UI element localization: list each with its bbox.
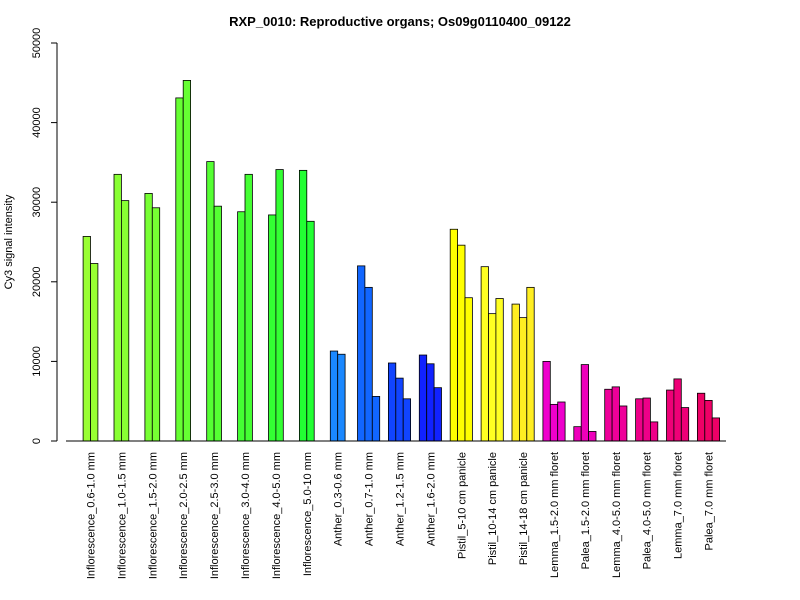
bar — [642, 397, 651, 442]
y-tick-label: 40000 — [31, 107, 43, 138]
bar — [82, 236, 91, 442]
bar — [511, 303, 520, 442]
x-tick-label: Pistil_5-10 cm panicle — [456, 452, 468, 559]
bar — [697, 392, 706, 442]
bar — [371, 396, 381, 442]
bar — [480, 266, 489, 442]
y-tick-label: 0 — [31, 438, 43, 444]
bar — [418, 354, 428, 442]
bar — [387, 362, 397, 442]
y-tick-label: 20000 — [31, 267, 43, 298]
bar — [495, 298, 504, 442]
bar — [306, 220, 315, 442]
bar — [144, 193, 153, 442]
bar — [213, 205, 222, 442]
bar — [635, 398, 644, 442]
bar — [549, 403, 559, 442]
x-tick-labels: Inflorescence_0.6-1.0 mm Inflorescence_1.… — [86, 452, 716, 579]
x-tick-label: Lemma_4.0-5.0 mm floret — [611, 452, 623, 578]
bar — [519, 317, 528, 442]
x-tick-label: Anther_0.3-0.6 mm — [333, 452, 345, 546]
y-axis: 0 10000 20000 30000 40000 50000 — [31, 28, 58, 444]
bar — [90, 263, 99, 442]
bar — [426, 363, 435, 442]
bar — [666, 389, 675, 442]
x-tick-label: Inflorescence_3.0-4.0 mm — [240, 452, 252, 579]
bar — [580, 364, 590, 442]
bar — [275, 169, 284, 442]
bar — [650, 421, 659, 442]
bar — [680, 407, 690, 442]
x-tick-label: Palea_7.0 mm floret — [704, 452, 716, 550]
bar — [673, 378, 682, 442]
bar — [611, 386, 620, 442]
bar — [457, 244, 466, 442]
x-tick-label: Pistil_10-14 cm panicle — [487, 452, 499, 565]
bar — [298, 169, 308, 442]
bar — [121, 200, 130, 442]
bar — [182, 80, 191, 442]
bar — [329, 350, 339, 442]
x-tick-label: Palea_1.5-2.0 mm floret — [580, 452, 592, 569]
y-axis-label: Cy3 signal intensity — [3, 194, 15, 289]
bar — [464, 297, 473, 442]
x-tick-label: Inflorescence_5.0-10 mm — [302, 452, 314, 576]
chart-title: RXP_0010: Reproductive organs; Os09g0110… — [229, 14, 571, 29]
x-tick-label: Inflorescence_2.0-2.5 mm — [178, 452, 190, 579]
x-tick-label: Anther_1.2-1.5 mm — [395, 452, 407, 546]
x-tick-label: Inflorescence_1.5-2.0 mm — [147, 452, 159, 579]
bar — [402, 398, 412, 442]
bar — [364, 286, 373, 442]
bar — [206, 161, 215, 442]
x-tick-label: Inflorescence_1.0-1.5 mm — [116, 452, 128, 579]
y-tick-label: 30000 — [31, 187, 43, 218]
bar — [357, 265, 366, 442]
bar — [488, 313, 497, 442]
bar — [337, 353, 346, 442]
x-tick-label: Pistil_14-18 cm panicle — [518, 452, 530, 565]
bar — [433, 387, 442, 442]
bar — [542, 360, 551, 442]
bar — [449, 228, 459, 442]
bar — [113, 173, 122, 442]
bar — [604, 388, 613, 442]
y-tick-label: 50000 — [31, 28, 43, 59]
x-tick-label: Lemma_7.0 mm floret — [673, 452, 685, 559]
bars-group — [82, 80, 721, 442]
x-tick-label: Inflorescence_4.0-5.0 mm — [271, 452, 283, 579]
bar — [573, 426, 582, 442]
bar — [268, 214, 277, 442]
x-tick-label: Lemma_1.5-2.0 mm floret — [549, 452, 561, 578]
bar — [526, 286, 535, 442]
bar — [704, 399, 713, 442]
x-tick-label: Inflorescence_2.5-3.0 mm — [209, 452, 221, 579]
bar — [557, 401, 566, 442]
bar — [395, 377, 404, 442]
bar — [711, 417, 721, 442]
bar — [244, 173, 253, 442]
x-tick-label: Anther_0.7-1.0 mm — [364, 452, 376, 546]
y-tick-label: 10000 — [31, 346, 43, 377]
bar — [237, 211, 246, 442]
x-tick-label: Palea_4.0-5.0 mm floret — [642, 452, 654, 569]
x-tick-label: Anther_1.6-2.0 mm — [425, 452, 437, 546]
bar — [619, 405, 628, 442]
bar — [588, 431, 597, 442]
bar — [175, 97, 184, 442]
bar — [151, 207, 161, 442]
x-tick-label: Inflorescence_0.6-1.0 mm — [86, 452, 98, 579]
